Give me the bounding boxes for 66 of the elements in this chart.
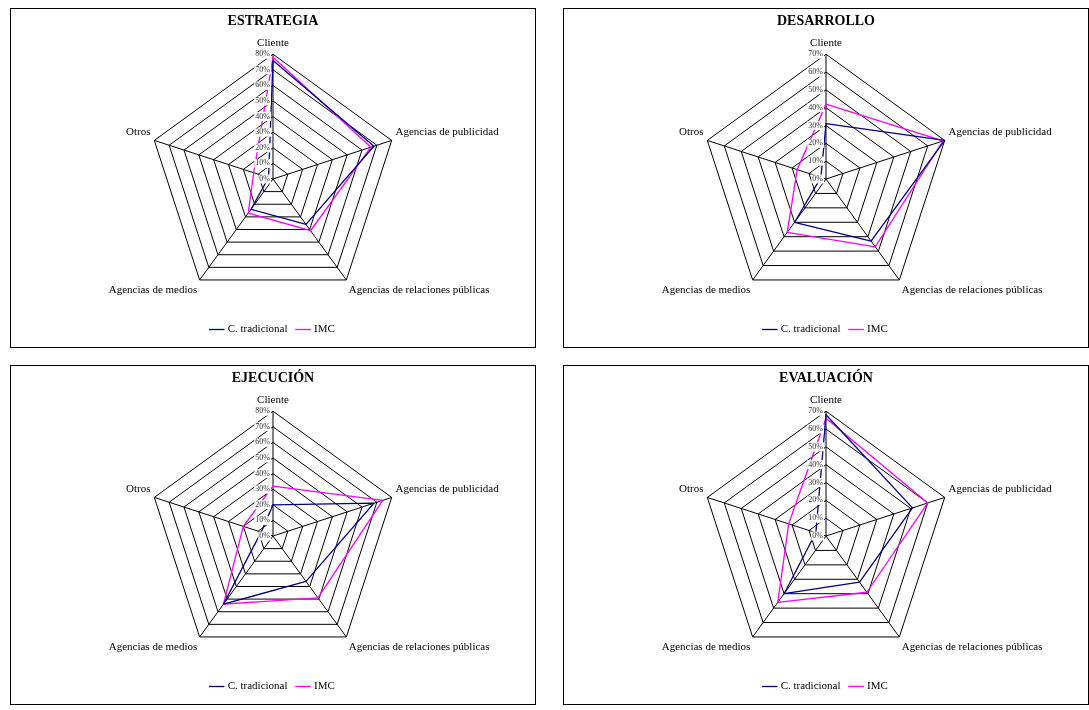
y-tick-label: 70% <box>255 64 271 74</box>
spoke-label: Agencias de relaciones públicas <box>348 282 490 295</box>
y-tick-label: 20% <box>255 499 271 509</box>
legend-label: C. tradicional <box>227 679 288 692</box>
y-tick-label: 10% <box>255 158 271 168</box>
spoke-label: Cliente <box>257 36 289 49</box>
legend-label: IMC <box>314 679 335 692</box>
y-tick-label: 60% <box>255 80 271 90</box>
y-tick-label: 70% <box>808 406 824 416</box>
y-tick-label: 60% <box>255 437 271 447</box>
legend-label: IMC <box>867 679 888 692</box>
spoke-label: Agencias de medios <box>108 639 198 652</box>
y-tick-label: 20% <box>808 138 824 148</box>
y-tick-label: 20% <box>808 495 824 505</box>
spoke-label: Otros <box>126 482 151 495</box>
spoke-label: Agencias de publicidad <box>948 125 1053 138</box>
spoke-label: Otros <box>679 125 704 138</box>
y-tick-label: 20% <box>255 142 271 152</box>
y-tick-label: 10% <box>808 156 824 166</box>
spoke-label: Otros <box>679 482 704 495</box>
legend-label: C. tradicional <box>780 322 841 335</box>
spoke-label: Agencias de medios <box>108 282 198 295</box>
legend-label: C. tradicional <box>780 679 841 692</box>
y-tick-label: 60% <box>808 67 824 77</box>
y-tick-label: 10% <box>255 515 271 525</box>
spoke-label: Otros <box>126 125 151 138</box>
y-tick-label: 40% <box>255 111 271 121</box>
y-tick-label: 40% <box>255 468 271 478</box>
spoke-label: Cliente <box>810 36 842 49</box>
legend-label: IMC <box>314 322 335 335</box>
y-tick-label: 80% <box>255 49 271 59</box>
spoke-label: Cliente <box>810 393 842 406</box>
spoke-label: Cliente <box>257 393 289 406</box>
spoke-label: Agencias de relaciones públicas <box>348 639 490 652</box>
legend-label: C. tradicional <box>227 322 288 335</box>
spoke-label: Agencias de publicidad <box>948 482 1053 495</box>
spoke-label: Agencias de relaciones públicas <box>901 639 1043 652</box>
y-tick-label: 70% <box>255 421 271 431</box>
chart-title: DESARROLLO <box>776 13 876 29</box>
y-tick-label: 30% <box>255 484 271 494</box>
y-tick-label: 40% <box>808 102 824 112</box>
spoke-label: Agencias de relaciones públicas <box>901 282 1043 295</box>
chart-title: EJECUCIÓN <box>230 370 316 386</box>
spoke-label: Agencias de medios <box>661 639 751 652</box>
y-tick-label: 50% <box>255 453 271 463</box>
spoke-label: Agencias de publicidad <box>395 125 500 138</box>
spoke-label: Agencias de publicidad <box>395 482 500 495</box>
y-tick-label: 70% <box>808 49 824 59</box>
chart-title: ESTRATEGIA <box>226 13 320 29</box>
y-tick-label: 50% <box>808 84 824 94</box>
chart-title: EVALUACIÓN <box>778 370 874 386</box>
y-tick-label: 0% <box>259 531 271 541</box>
y-tick-label: 50% <box>255 96 271 106</box>
y-tick-label: 0% <box>259 174 271 184</box>
spoke-label: Agencias de medios <box>661 282 751 295</box>
y-tick-label: 30% <box>808 477 824 487</box>
y-tick-label: 10% <box>808 513 824 523</box>
y-tick-label: 50% <box>808 441 824 451</box>
y-tick-label: 40% <box>808 459 824 469</box>
legend-label: IMC <box>867 322 888 335</box>
y-tick-label: 30% <box>255 127 271 137</box>
y-tick-label: 80% <box>255 406 271 416</box>
y-tick-label: 30% <box>808 120 824 130</box>
y-tick-label: 0% <box>812 531 824 541</box>
y-tick-label: 0% <box>812 174 824 184</box>
y-tick-label: 60% <box>808 424 824 434</box>
